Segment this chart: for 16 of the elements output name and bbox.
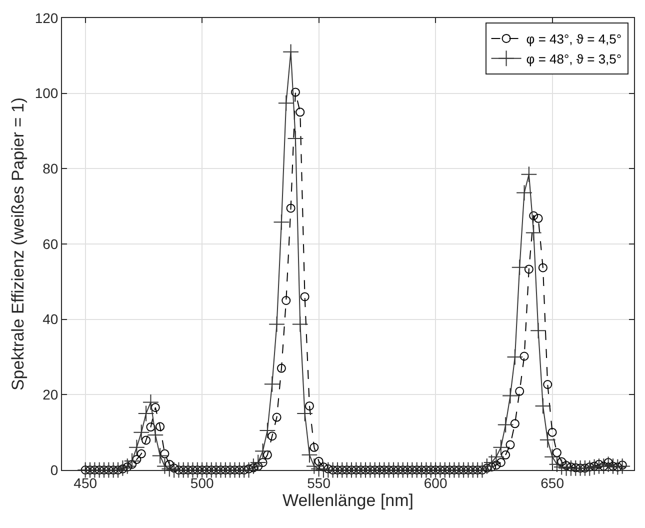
x-tick-label: 600 xyxy=(424,474,448,491)
y-tick-label: 100 xyxy=(34,85,58,102)
y-tick-label: 40 xyxy=(42,311,58,328)
y-tick-label: 0 xyxy=(50,462,58,478)
x-tick-label: 650 xyxy=(540,474,564,491)
legend-label: φ = 43°, ϑ = 4,5° xyxy=(526,32,622,47)
x-axis-title: Wellenlänge [nm] xyxy=(282,491,414,510)
x-tick-label: 450 xyxy=(74,474,98,491)
y-tick-label: 120 xyxy=(34,10,58,26)
y-tick-label: 80 xyxy=(42,160,58,177)
x-tick-label: 550 xyxy=(307,474,331,491)
y-axis-title: Spektrale Effizienz (weißes Papier = 1) xyxy=(8,97,28,391)
y-tick-label: 20 xyxy=(42,386,58,403)
x-tick-label: 500 xyxy=(190,474,214,491)
legend-label: φ = 48°, ϑ = 3,5° xyxy=(526,51,622,66)
y-tick-label: 60 xyxy=(42,236,58,252)
